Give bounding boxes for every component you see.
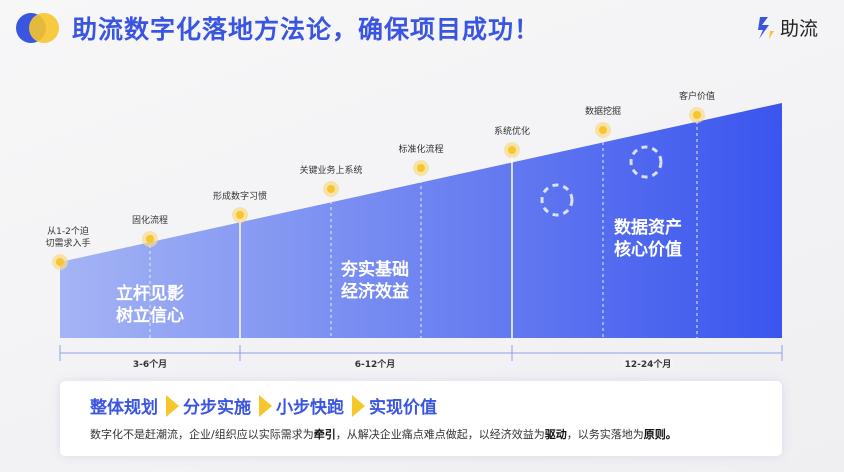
milestone-dot xyxy=(327,185,335,193)
milestone-dot xyxy=(146,235,154,243)
stage-1: 立杆见影 树立信心 xyxy=(116,284,184,326)
step-1: 整体规划 xyxy=(90,398,158,418)
milestone-dot xyxy=(508,146,516,154)
duration-1: 3-6个月 xyxy=(129,357,171,370)
milestone-label: 关键业务上系统 xyxy=(299,166,363,176)
arrow-icon xyxy=(259,394,272,417)
milestone-dot xyxy=(693,111,701,119)
step-4: 实现价值 xyxy=(369,398,437,418)
milestone-label: 数据挖掘 xyxy=(584,107,622,117)
step-3: 小步快跑 xyxy=(276,398,344,418)
steps-row: 整体规划 分步实施 小步快跑 实现价值 xyxy=(90,393,437,418)
logo-icon xyxy=(16,13,59,43)
milestone-label: 客户价值 xyxy=(678,92,716,102)
step-2: 分步实施 xyxy=(183,398,251,418)
milestone-dot xyxy=(599,126,607,134)
milestone-dot xyxy=(56,258,64,266)
milestone-label: 形成数字习惯 xyxy=(212,192,268,202)
milestone-label: 从1-2个迫 切需求入手 xyxy=(45,227,91,249)
duration-3: 12-24个月 xyxy=(621,357,675,370)
bolt-icon xyxy=(758,16,774,39)
milestone-dot xyxy=(236,211,244,219)
page-title: 助流数字化落地方法论，确保项目成功！ xyxy=(72,15,541,44)
cycle-icon xyxy=(540,145,663,217)
brand-name: 助流 xyxy=(780,18,819,40)
stage-2: 夯实基础 经济效益 xyxy=(341,260,409,302)
milestone-label: 系统优化 xyxy=(493,127,531,137)
duration-2: 6-12个月 xyxy=(351,357,399,370)
summary-card: 整体规划 分步实施 小步快跑 实现价值 数字化不是赶潮流，企业/组织应以实际需求… xyxy=(60,381,782,456)
milestone-label: 固化流程 xyxy=(131,216,169,226)
arrow-icon xyxy=(352,394,365,417)
milestone-dot xyxy=(417,164,425,172)
milestone-label: 标准化流程 xyxy=(398,145,444,155)
arrow-icon xyxy=(166,394,179,417)
stage-3: 数据资产 核心价值 xyxy=(614,218,682,260)
brand-logo: 助流 xyxy=(756,14,818,41)
description: 数字化不是赶潮流，企业/组织应以实际需求为牵引，从解决企业痛点难点做起，以经济效… xyxy=(90,428,677,441)
